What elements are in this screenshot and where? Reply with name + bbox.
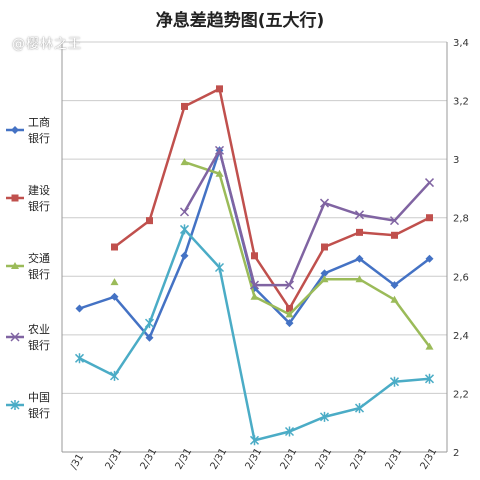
data-point [146,217,153,225]
data-point [320,269,329,278]
data-point [109,370,120,381]
legend-label: 交通 [28,251,50,265]
data-point [180,251,189,260]
legend-swatch-marker [10,332,20,342]
data-point [179,224,190,235]
legend-swatch-marker [11,126,19,134]
data-point [319,411,330,422]
data-point [391,231,398,239]
data-point [144,318,155,329]
x-tick-label: 2/31 [279,447,300,472]
x-tick-label: 2/31 [104,447,125,472]
legend-label: 建设 [28,183,50,197]
data-point [424,178,435,188]
x-tick-label: 2/31 [244,447,265,472]
data-point [179,207,190,217]
legend-label: 中国 [28,391,50,404]
data-point [74,353,85,364]
legend-swatch-marker [10,400,20,410]
data-point [285,319,294,328]
data-point [389,216,400,226]
legend-label: 银行 [28,131,50,145]
x-tick-label: 2/31 [174,447,195,472]
data-point [355,254,364,263]
data-point [249,435,260,446]
y-tick-label: 2,4 [453,331,469,342]
y-tick-label: 3,4 [453,38,469,49]
data-point [215,169,224,177]
data-point [390,281,399,290]
data-point [145,333,154,342]
x-tick-label: 2/31 [139,447,160,472]
data-point [286,305,293,312]
data-point [319,198,330,208]
data-point [111,243,118,251]
data-point [321,243,328,251]
series-line-2 [184,160,431,348]
series-line-0 [79,145,431,341]
data-point [110,278,119,286]
data-point [354,403,365,414]
x-tick-label: 2/31 [419,447,440,472]
x-tick-label: 2/31 [349,447,370,472]
legend-swatch-marker [11,262,19,269]
data-point [284,426,295,437]
legend-label: 银行 [28,338,50,352]
series-line-3 [183,147,431,287]
x-tick-label: /31 [69,452,87,471]
data-point [249,280,260,290]
data-point [320,275,329,283]
data-point [251,252,258,260]
x-tick-label: 2/31 [209,447,230,472]
data-point [425,342,434,350]
data-point [354,210,365,220]
legend-label: 银行 [28,267,50,281]
x-tick-label: 2/31 [314,447,335,472]
data-point [284,280,295,290]
y-tick-label: 2,6 [453,272,469,283]
legend-label: 农业 [28,322,50,336]
data-point [425,254,434,263]
data-point [181,102,188,110]
y-tick-label: 2 [453,448,459,459]
data-point [110,292,119,301]
data-point [75,304,84,313]
data-point [180,158,189,166]
data-point [355,275,364,283]
y-tick-label: 2,8 [453,214,469,225]
y-tick-label: 3,2 [453,97,469,108]
chart-title: 净息差趋势图(五大行) [155,11,325,31]
data-point [285,310,294,318]
data-point [216,85,223,93]
data-point [214,145,225,155]
data-point [426,214,433,222]
data-point [390,295,399,303]
watermark: @樱林之王 [12,37,83,52]
data-point [214,262,225,273]
data-point [250,292,259,300]
y-tick-label: 2,2 [453,389,469,400]
x-tick-label: 2/31 [384,447,405,472]
legend-swatch-marker [11,194,19,202]
legend-label: 银行 [28,199,50,213]
series-line-1 [113,87,431,311]
data-point [424,373,435,384]
y-tick-label: 3 [453,155,459,166]
legend-label: 银行 [28,406,50,420]
legend-label: 工商 [28,115,50,129]
data-point [389,376,400,387]
data-point [356,228,363,236]
